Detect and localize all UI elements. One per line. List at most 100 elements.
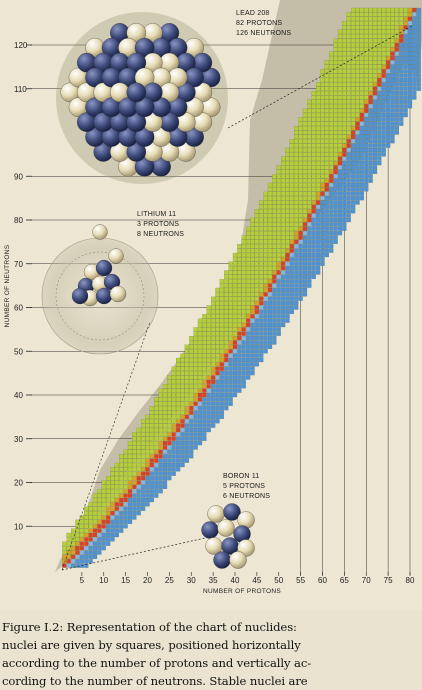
nuclide-cell bbox=[394, 73, 399, 78]
nuclide-cell bbox=[307, 235, 312, 240]
nuclide-cell bbox=[407, 77, 413, 83]
nuclide-cell bbox=[320, 82, 325, 87]
nuclide-cell bbox=[333, 51, 338, 56]
nuclide-cell bbox=[377, 7, 382, 13]
nuclide-cell bbox=[337, 165, 343, 170]
nuclide-cell bbox=[359, 187, 364, 192]
nuclide-cell bbox=[285, 235, 290, 240]
nuclide-cell bbox=[403, 91, 408, 96]
nuclide-cell bbox=[167, 419, 172, 424]
nuclide-cell bbox=[311, 226, 316, 231]
nuclide-cell bbox=[320, 130, 325, 135]
nuclide-cell bbox=[333, 99, 338, 104]
nuclide-cell bbox=[372, 29, 378, 34]
nuclide-cell bbox=[307, 196, 312, 201]
nuclide-cell bbox=[324, 60, 329, 65]
nuclide-cell bbox=[294, 196, 299, 201]
nuclide-cell bbox=[329, 182, 334, 188]
nuclide-cell bbox=[298, 217, 303, 223]
nuclide-cell bbox=[337, 217, 343, 223]
nuclide-cell bbox=[342, 161, 347, 166]
nuclide-cell bbox=[355, 121, 360, 126]
nuclide-cell bbox=[272, 213, 277, 218]
nuclide-cell bbox=[167, 384, 172, 389]
nuclide-cell bbox=[254, 235, 259, 240]
nuclide-cell bbox=[289, 266, 294, 271]
nuclide-cell bbox=[202, 349, 207, 354]
nuclide-cell bbox=[394, 21, 399, 26]
nuclide-cell bbox=[189, 371, 194, 376]
nuclide-cell bbox=[320, 77, 325, 83]
nuclide-cell bbox=[189, 357, 194, 363]
nuclide-cell bbox=[333, 209, 338, 214]
nuclide-cell bbox=[254, 318, 259, 323]
nuclide-cell bbox=[351, 82, 356, 87]
nuclide-cell bbox=[294, 182, 299, 188]
nuclide-cell bbox=[355, 143, 360, 148]
nuclide-cell bbox=[342, 147, 347, 153]
nuclide-cell bbox=[211, 314, 216, 319]
nuclide-cell bbox=[372, 86, 378, 91]
nuclide-cell bbox=[267, 318, 273, 323]
nuclide-cell bbox=[158, 406, 163, 411]
nuclide-cell bbox=[298, 266, 303, 271]
nuclide-cell bbox=[394, 126, 399, 131]
nuclide-cell bbox=[180, 379, 185, 384]
nuclide-cell bbox=[167, 458, 172, 463]
nuclide-cell bbox=[259, 309, 264, 314]
nuclide-cell bbox=[337, 187, 343, 192]
lithium-label-protons: 3 PROTONS bbox=[137, 221, 179, 228]
nuclide-cell bbox=[267, 191, 273, 196]
nuclide-cell bbox=[359, 182, 364, 188]
nuclide-cell bbox=[285, 283, 290, 288]
nuclide-cell bbox=[298, 231, 303, 236]
nuclide-cell bbox=[346, 196, 351, 201]
nuclide-cell bbox=[329, 174, 334, 179]
nuclide-cell bbox=[390, 16, 395, 21]
nuclide-cell bbox=[272, 200, 277, 205]
chart-figure: 10 20 30 40 50 60 70 80 90 110 120 5 10 15 20 25 30 35 40… bbox=[4, 0, 422, 595]
nuclide-cell bbox=[351, 16, 356, 21]
nuclide-cell bbox=[381, 86, 386, 91]
nuclide-cell bbox=[158, 397, 163, 402]
nuclide-cell bbox=[302, 117, 308, 122]
nuclide-cell bbox=[237, 283, 242, 288]
nuclide-cell bbox=[399, 38, 404, 43]
nuclide-cell bbox=[127, 480, 133, 485]
nuclide-cell bbox=[403, 95, 408, 100]
nuclide-cell bbox=[342, 77, 347, 83]
nuclide-cell bbox=[184, 357, 189, 363]
nuclide-cell bbox=[407, 34, 413, 39]
nuclide-cell bbox=[162, 467, 168, 472]
nuclide-cell bbox=[329, 248, 334, 253]
nuclide-cell bbox=[342, 121, 347, 126]
nuclide-cell bbox=[123, 502, 128, 507]
nuclide-cell bbox=[390, 42, 395, 48]
nuclide-cell bbox=[364, 60, 369, 65]
nuclide-cell bbox=[364, 117, 369, 122]
nuclide-cell bbox=[167, 441, 172, 446]
nuclide-cell bbox=[202, 336, 207, 341]
nuclide-cell bbox=[276, 252, 281, 258]
nuclide-cell bbox=[141, 436, 146, 441]
nuclide-cell bbox=[372, 169, 378, 174]
nuclide-cell bbox=[97, 550, 102, 555]
nuclide-cell bbox=[171, 441, 176, 446]
nuclide-cell bbox=[114, 506, 119, 511]
nuclide-cell bbox=[259, 327, 264, 332]
nuclide-cell bbox=[416, 47, 421, 52]
nuclide-cell bbox=[390, 139, 395, 144]
nuclide-cell bbox=[311, 104, 316, 109]
nuclide-cell bbox=[289, 204, 294, 209]
nuclide-cell bbox=[307, 112, 312, 118]
nuclide-cell bbox=[342, 25, 347, 30]
nuclide-cell bbox=[114, 462, 119, 468]
nuclide-cell bbox=[75, 554, 80, 559]
nuclide-cell bbox=[162, 471, 168, 476]
nuclide-cell bbox=[123, 462, 128, 468]
nuclide-cell bbox=[372, 121, 378, 126]
nuclide-cell bbox=[176, 436, 181, 441]
nuclide-cell bbox=[263, 191, 268, 196]
nuclide-cell bbox=[294, 178, 299, 183]
nuclide-cell bbox=[193, 423, 198, 428]
